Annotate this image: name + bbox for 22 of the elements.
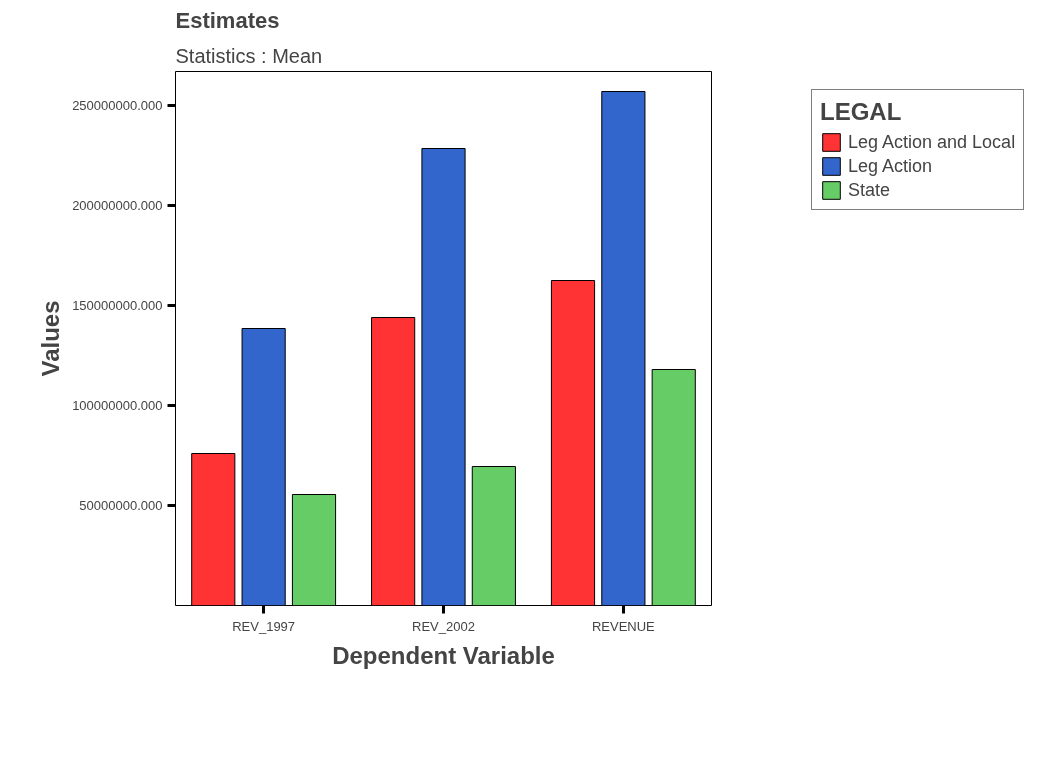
bar bbox=[191, 453, 236, 606]
bar bbox=[651, 369, 696, 606]
legend-label: State bbox=[848, 179, 891, 201]
x-axis-title: Dependent Variable bbox=[332, 641, 555, 669]
bar bbox=[471, 466, 516, 606]
y-tick-label: 200000000.000 bbox=[72, 198, 163, 213]
chart-title: Estimates bbox=[175, 7, 280, 33]
legend-title: LEGAL bbox=[820, 98, 903, 126]
legend-label: Leg Action and Local bbox=[848, 131, 1016, 153]
y-tick-label: 150000000.000 bbox=[72, 298, 163, 313]
x-tick-label: REV_2002 bbox=[412, 618, 475, 634]
y-tick-label: 100000000.000 bbox=[72, 398, 163, 413]
y-tick-label: 50000000.000 bbox=[79, 498, 163, 513]
chart-subtitle: Statistics : Mean bbox=[175, 44, 323, 67]
y-axis-title: Values bbox=[37, 300, 65, 377]
x-tick-label: REV_1997 bbox=[232, 618, 296, 634]
legend-label: Leg Action bbox=[848, 155, 933, 177]
bar bbox=[291, 494, 337, 606]
bar bbox=[371, 317, 416, 606]
y-tick-label: 250000000.000 bbox=[72, 98, 163, 113]
x-tick-label: REVENUE bbox=[591, 618, 656, 634]
bar bbox=[550, 280, 596, 606]
